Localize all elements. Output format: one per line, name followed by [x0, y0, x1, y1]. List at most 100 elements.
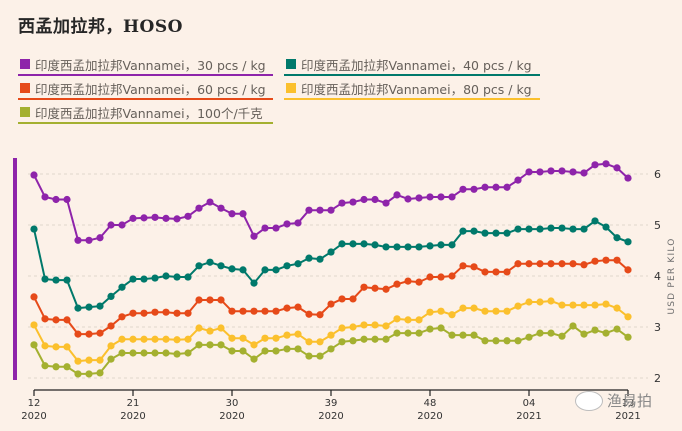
- data-point: [470, 304, 478, 312]
- data-point: [30, 293, 38, 301]
- series-line: [33, 259, 629, 336]
- data-point: [52, 316, 60, 324]
- data-point: [470, 331, 478, 339]
- series-4: [30, 322, 632, 378]
- data-point: [470, 227, 478, 235]
- data-point: [360, 321, 368, 329]
- data-point: [30, 225, 38, 233]
- legend-item-30pcs[interactable]: 印度西孟加拉邦Vannamei，30 pcs / kg: [18, 55, 273, 76]
- data-point: [624, 313, 632, 321]
- data-point: [217, 341, 225, 349]
- data-point: [272, 266, 280, 274]
- data-point: [261, 334, 269, 342]
- data-point: [569, 168, 577, 176]
- data-point: [261, 266, 269, 274]
- data-point: [349, 198, 357, 206]
- data-point: [492, 307, 500, 315]
- data-point: [360, 283, 368, 291]
- data-point: [162, 349, 170, 357]
- series-2: [30, 256, 632, 338]
- data-point: [404, 316, 412, 324]
- data-point: [305, 338, 313, 346]
- data-point: [41, 362, 49, 370]
- legend-swatch-icon: [20, 83, 30, 93]
- data-point: [459, 262, 467, 270]
- data-point: [437, 324, 445, 332]
- data-point: [349, 295, 357, 303]
- legend-swatch-icon: [20, 107, 30, 117]
- data-point: [624, 238, 632, 246]
- data-point: [41, 193, 49, 201]
- data-point: [448, 241, 456, 249]
- data-point: [41, 275, 49, 283]
- data-point: [525, 168, 533, 176]
- data-point: [371, 321, 379, 329]
- data-point: [206, 341, 214, 349]
- x-tick-label-year: 2020: [120, 411, 145, 422]
- data-point: [448, 331, 456, 339]
- data-point: [173, 215, 181, 223]
- data-point: [382, 243, 390, 251]
- data-point: [30, 321, 38, 329]
- data-point: [338, 295, 346, 303]
- data-point: [382, 322, 390, 330]
- legend-item-40pcs[interactable]: 印度西孟加拉邦Vannamei，40 pcs / kg: [284, 55, 540, 76]
- data-point: [63, 363, 71, 371]
- data-point: [316, 311, 324, 319]
- data-point: [602, 329, 610, 337]
- legend-item-60pcs[interactable]: 印度西孟加拉邦Vannamei，60 pcs / kg: [18, 79, 273, 100]
- data-point: [492, 337, 500, 345]
- data-point: [228, 210, 236, 218]
- legend-swatch-icon: [286, 59, 296, 69]
- data-point: [613, 304, 621, 312]
- x-tick-label-year: 2021: [516, 411, 541, 422]
- data-point: [536, 298, 544, 306]
- data-point: [525, 298, 533, 306]
- data-point: [228, 265, 236, 273]
- data-point: [184, 273, 192, 281]
- x-tick-label-year: 2020: [417, 411, 442, 422]
- data-point: [283, 304, 291, 312]
- x-tick-label-year: 2021: [615, 411, 640, 422]
- data-point: [514, 260, 522, 268]
- data-point: [316, 352, 324, 360]
- data-point: [437, 193, 445, 201]
- data-point: [327, 206, 335, 214]
- y-tick-label: 6: [654, 168, 661, 181]
- wechat-icon: [575, 390, 603, 411]
- data-point: [448, 311, 456, 319]
- data-point: [591, 161, 599, 169]
- data-point: [107, 221, 115, 229]
- data-point: [536, 260, 544, 268]
- data-point: [602, 223, 610, 231]
- data-point: [228, 334, 236, 342]
- y-tick-label: 4: [654, 270, 661, 283]
- data-point: [85, 236, 93, 244]
- data-point: [217, 204, 225, 212]
- data-point: [514, 337, 522, 345]
- legend-item-80pcs[interactable]: 印度西孟加拉邦Vannamei，80 pcs / kg: [284, 79, 540, 100]
- legend-item-100pcs[interactable]: 印度西孟加拉邦Vannamei，100个/千克: [18, 103, 273, 124]
- data-point: [151, 349, 159, 357]
- data-point: [195, 204, 203, 212]
- data-point: [173, 350, 181, 358]
- data-point: [239, 210, 247, 218]
- legend-label: 印度西孟加拉邦Vannamei，80 pcs / kg: [301, 81, 532, 97]
- data-point: [624, 174, 632, 182]
- data-point: [547, 224, 555, 232]
- data-point: [96, 369, 104, 377]
- data-point: [415, 194, 423, 202]
- data-point: [459, 331, 467, 339]
- data-point: [250, 307, 258, 315]
- data-point: [272, 347, 280, 355]
- data-point: [547, 297, 555, 305]
- legend-swatch-icon: [286, 83, 296, 93]
- data-point: [503, 268, 511, 276]
- data-point: [481, 337, 489, 345]
- series-3: [30, 297, 632, 365]
- data-point: [195, 296, 203, 304]
- data-point: [85, 370, 93, 378]
- data-point: [569, 225, 577, 233]
- data-point: [360, 240, 368, 248]
- data-point: [129, 309, 137, 317]
